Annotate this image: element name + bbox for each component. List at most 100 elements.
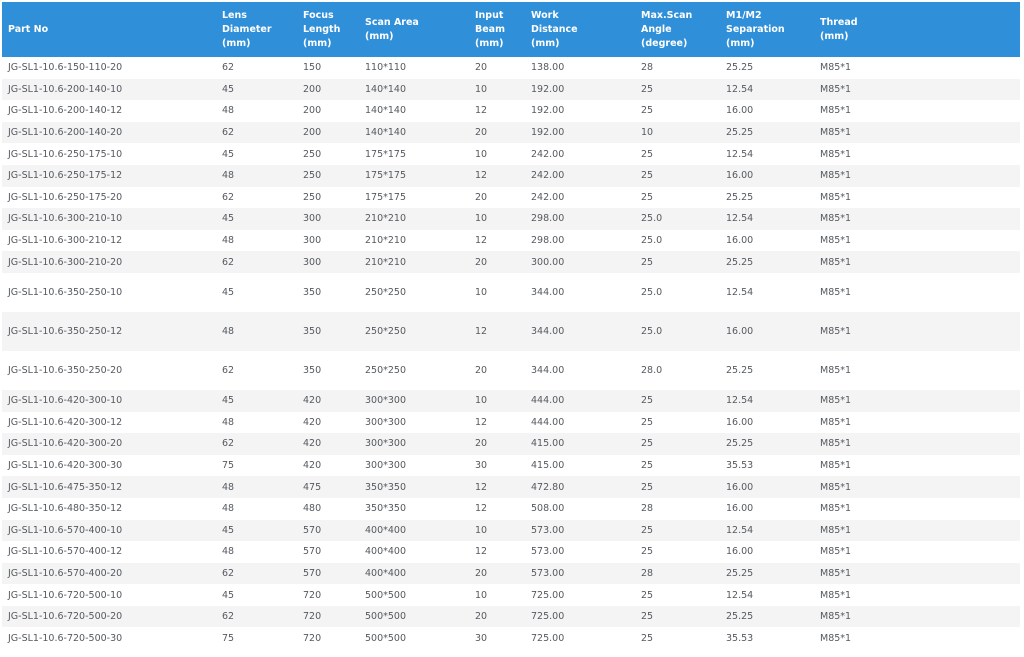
separation-cell: 25.25	[720, 251, 814, 273]
table-row: JG-SL1-10.6-570-400-20 62 570 400*400 20 573.…	[2, 562, 1020, 585]
lens-diameter-cell: 45	[216, 519, 297, 542]
max-scan-angle-cell: 25	[635, 251, 720, 273]
work-distance-cell: 725.00	[525, 605, 635, 628]
input-beam-cell: 20	[469, 121, 525, 144]
part-no-cell: JG-SL1-10.6-720-500-10	[2, 584, 216, 606]
max-scan-angle-cell: 25	[635, 411, 720, 434]
separation-cell: 16.00	[720, 229, 814, 252]
thread-cell: M85*1	[814, 497, 1020, 520]
input-beam-cell: 20	[469, 251, 525, 273]
max-scan-angle-cell: 28	[635, 57, 720, 79]
work-distance-cell: 444.00	[525, 389, 635, 412]
table-row: JG-SL1-10.6-720-500-20 62 720 500*500 20 725.…	[2, 605, 1020, 628]
work-distance-cell: 344.00	[525, 311, 635, 351]
max-scan-angle-cell: 25	[635, 433, 720, 455]
lens-diameter-cell: 62	[216, 251, 297, 273]
thread-cell: M85*1	[814, 272, 1020, 312]
max-scan-angle-cell: 28.0	[635, 350, 720, 390]
max-scan-angle-cell: 25	[635, 541, 720, 563]
focus-length-cell: 350	[297, 311, 359, 351]
table-body: JG-SL1-10.6-150-110-20 62 150 110*110 20 138.…	[2, 57, 1020, 650]
lens-diameter-cell: 48	[216, 164, 297, 187]
table-row: JG-SL1-10.6-200-140-12 48 200 140*140 12 192.…	[2, 100, 1020, 122]
table-row: JG-SL1-10.6-250-175-20 62 250 175*175 20 242.…	[2, 186, 1020, 209]
max-scan-angle-cell: 25	[635, 605, 720, 628]
thread-cell: M85*1	[814, 57, 1020, 79]
work-distance-cell: 508.00	[525, 497, 635, 520]
work-distance-cell: 444.00	[525, 411, 635, 434]
input-beam-cell: 20	[469, 57, 525, 79]
table-row: JG-SL1-10.6-200-140-20 62 200 140*140 20 192.…	[2, 121, 1020, 144]
table-row: JG-SL1-10.6-420-300-12 48 420 300*300 12 444.…	[2, 411, 1020, 434]
max-scan-angle-cell: 25.0	[635, 272, 720, 312]
part-no-cell: JG-SL1-10.6-475-350-12	[2, 476, 216, 498]
thread-cell: M85*1	[814, 389, 1020, 412]
scan-area-cell: 210*210	[359, 229, 469, 252]
thread-cell: M85*1	[814, 251, 1020, 273]
part-no-cell: JG-SL1-10.6-200-140-12	[2, 100, 216, 122]
separation-cell: 12.54	[720, 584, 814, 606]
input-beam-cell: 10	[469, 143, 525, 165]
work-distance-cell: 192.00	[525, 121, 635, 144]
focus-length-cell: 720	[297, 627, 359, 650]
table-row: JG-SL1-10.6-475-350-12 48 475 350*350 12 472.…	[2, 476, 1020, 498]
focus-length-cell: 300	[297, 208, 359, 230]
table-row: JG-SL1-10.6-350-250-10 45 350 250*250 10 344.…	[2, 272, 1020, 312]
table-row: JG-SL1-10.6-570-400-10 45 570 400*400 10 573.…	[2, 519, 1020, 542]
lens-diameter-cell: 48	[216, 411, 297, 434]
part-no-cell: JG-SL1-10.6-480-350-12	[2, 497, 216, 520]
separation-cell: 35.53	[720, 454, 814, 477]
part-no-header: Part No	[2, 2, 216, 57]
work-distance-cell: 344.00	[525, 272, 635, 312]
input-beam-cell: 30	[469, 454, 525, 477]
part-no-cell: JG-SL1-10.6-200-140-20	[2, 121, 216, 144]
table-row: JG-SL1-10.6-250-175-10 45 250 175*175 10 242.…	[2, 143, 1020, 165]
part-no-cell: JG-SL1-10.6-420-300-20	[2, 433, 216, 455]
thread-cell: M85*1	[814, 186, 1020, 209]
part-no-cell: JG-SL1-10.6-300-210-20	[2, 251, 216, 273]
thread-cell: M85*1	[814, 411, 1020, 434]
table-row: JG-SL1-10.6-250-175-12 48 250 175*175 12 242.…	[2, 164, 1020, 187]
max-scan-angle-cell: 28	[635, 497, 720, 520]
work-distance-cell: 725.00	[525, 584, 635, 606]
thread-cell: M85*1	[814, 121, 1020, 144]
separation-cell: 25.25	[720, 57, 814, 79]
scan-area-cell: 140*140	[359, 78, 469, 101]
table-row: JG-SL1-10.6-720-500-10 45 720 500*500 10 725.…	[2, 584, 1020, 606]
focus-length-cell: 570	[297, 519, 359, 542]
separation-cell: 16.00	[720, 541, 814, 563]
lens-diameter-cell: 45	[216, 208, 297, 230]
work-distance-cell: 472.80	[525, 476, 635, 498]
scan-area-cell: 500*500	[359, 605, 469, 628]
work-distance-cell: 192.00	[525, 78, 635, 101]
separation-cell: 12.54	[720, 208, 814, 230]
part-no-cell: JG-SL1-10.6-200-140-10	[2, 78, 216, 101]
max-scan-angle-cell: 25	[635, 186, 720, 209]
part-no-cell: JG-SL1-10.6-300-210-10	[2, 208, 216, 230]
lens-diameter-cell: 62	[216, 605, 297, 628]
scan-area-cell: 175*175	[359, 143, 469, 165]
scan-area-cell: 400*400	[359, 519, 469, 542]
work-distance-cell: 415.00	[525, 433, 635, 455]
max-scan-angle-cell: 25	[635, 164, 720, 187]
max-scan-angle-cell: 25	[635, 389, 720, 412]
focus-length-cell: 250	[297, 186, 359, 209]
lens-diameter-cell: 48	[216, 311, 297, 351]
separation-header: M1/M2 Separation (mm)	[720, 2, 814, 57]
max-scan-angle-header: Max.Scan Angle (degree)	[635, 2, 720, 57]
scan-area-cell: 140*140	[359, 121, 469, 144]
input-beam-cell: 12	[469, 311, 525, 351]
thread-cell: M85*1	[814, 143, 1020, 165]
lens-diameter-cell: 62	[216, 350, 297, 390]
part-no-cell: JG-SL1-10.6-350-250-10	[2, 272, 216, 312]
max-scan-angle-cell: 10	[635, 121, 720, 144]
separation-cell: 25.25	[720, 562, 814, 585]
focus-length-cell: 720	[297, 605, 359, 628]
scan-area-cell: 350*350	[359, 476, 469, 498]
lens-diameter-cell: 45	[216, 272, 297, 312]
thread-cell: M85*1	[814, 100, 1020, 122]
thread-cell: M85*1	[814, 519, 1020, 542]
input-beam-cell: 10	[469, 389, 525, 412]
